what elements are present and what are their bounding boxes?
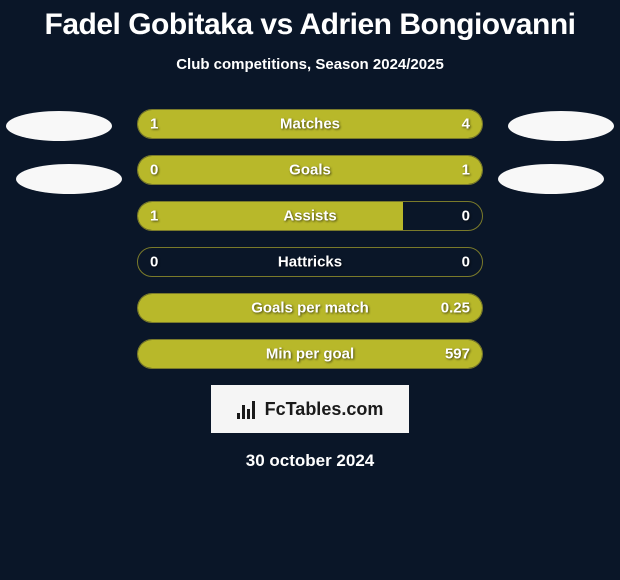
bar-value-left: 1 [150,116,158,133]
bar-label: Assists [283,208,336,225]
chart-icon [237,399,259,419]
bar-fill-right [207,156,482,184]
bar-label: Matches [280,116,340,133]
branding-text: FcTables.com [265,399,384,420]
bar-fill-left [138,202,403,230]
bar-value-right: 0 [462,208,470,225]
page-title: Fadel Gobitaka vs Adrien Bongiovanni [0,0,620,42]
branding-badge: FcTables.com [211,385,409,433]
bar-value-left: 0 [150,254,158,271]
avatar-right-top [508,111,614,141]
stat-row: 0 0 Hattricks [137,247,483,277]
bar-value-right: 0 [462,254,470,271]
bar-label: Goals per match [251,300,369,317]
bar-fill-right [207,110,482,138]
avatar-right-bottom [498,164,604,194]
bar-label: Hattricks [278,254,342,271]
bar-label: Goals [289,162,331,179]
stat-row: 0 1 Goals [137,155,483,185]
stat-row: 0.25 Goals per match [137,293,483,323]
stat-row: 1 4 Matches [137,109,483,139]
comparison-chart: 1 4 Matches 0 1 Goals 1 0 Assists 0 0 Hattricks 0.25… [0,109,620,369]
avatar-left-bottom [16,164,122,194]
stat-row: 597 Min per goal [137,339,483,369]
subtitle: Club competitions, Season 2024/2025 [0,56,620,73]
stat-row: 1 0 Assists [137,201,483,231]
bar-label: Min per goal [266,346,354,363]
bar-value-right: 0.25 [441,300,470,317]
avatar-left-top [6,111,112,141]
bars-container: 1 4 Matches 0 1 Goals 1 0 Assists 0 0 Hattricks 0.25… [0,109,620,369]
bar-value-right: 597 [445,346,470,363]
date-text: 30 october 2024 [0,451,620,471]
bar-value-left: 1 [150,208,158,225]
bar-fill-left [138,110,207,138]
bar-value-right: 4 [462,116,470,133]
bar-fill-left [138,156,207,184]
bar-value-right: 1 [462,162,470,179]
bar-value-left: 0 [150,162,158,179]
